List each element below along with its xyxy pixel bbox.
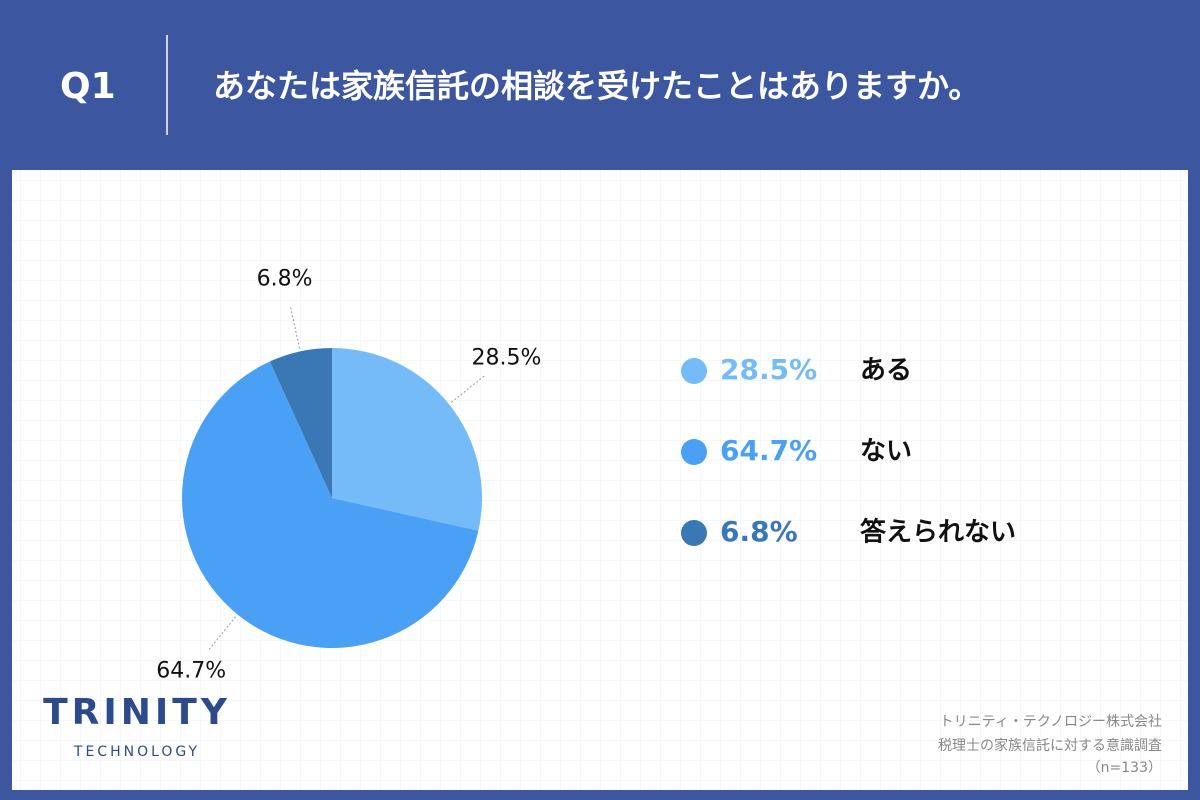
legend-marker xyxy=(681,358,707,384)
data-label: 6.8% xyxy=(257,267,313,292)
footer-company: トリニティ・テクノロジー株式会社 xyxy=(940,714,1162,730)
leader-line xyxy=(290,307,301,349)
legend-label: ある xyxy=(860,356,912,386)
footer-sample: （n=133） xyxy=(1087,760,1162,776)
legend-value: 28.5% xyxy=(720,353,817,386)
pie-slice xyxy=(332,348,482,531)
legend-value: 6.8% xyxy=(720,515,798,548)
pie-slice xyxy=(181,361,479,648)
data-label: 28.5% xyxy=(471,345,541,370)
logo-name: TRINITY xyxy=(43,692,231,733)
legend-label: 答えられない xyxy=(860,517,1016,548)
pie-slice xyxy=(269,348,332,498)
leader-line xyxy=(208,616,236,650)
question-title: あなたは家族信託の相談を受けたことはありますか。 xyxy=(213,67,980,105)
legend-label: ない xyxy=(860,437,912,467)
logo-sub: TECHNOLOGY xyxy=(73,744,200,760)
data-label: 64.7% xyxy=(156,659,226,684)
question-label: Q1 xyxy=(60,66,116,107)
legend-marker xyxy=(681,520,707,546)
footer-survey: 税理士の家族信託に対する意識調査 xyxy=(938,737,1162,754)
legend-marker xyxy=(681,439,707,465)
leader-line xyxy=(451,375,485,403)
legend-value: 64.7% xyxy=(720,434,817,467)
